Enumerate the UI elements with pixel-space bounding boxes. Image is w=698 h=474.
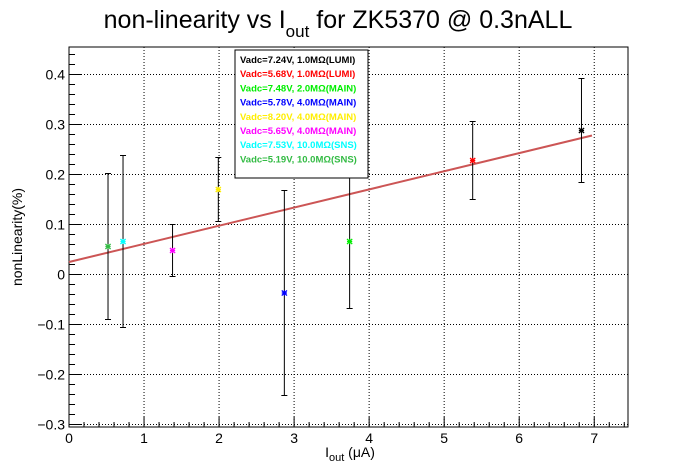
chart-title: non-linearity vs Iout for ZK5370 @ 0.3nA…: [104, 6, 573, 41]
y-tick-label: −0.3: [37, 417, 65, 433]
data-point: [119, 238, 127, 245]
point-marker-stroke: [469, 157, 476, 164]
legend-entry: Vadc=5.78V, 4.0MΩ(MAIN): [240, 98, 356, 109]
legend-entry: Vadc=7.53V, 10.0MΩ(SNS): [240, 140, 357, 151]
legend-entry: Vadc=7.48V, 2.0MΩ(MAIN): [240, 83, 356, 94]
y-tick-label: −0.1: [37, 317, 65, 333]
x-tick-label: 1: [140, 430, 148, 446]
y-axis-label: nonLinearity(%): [9, 188, 25, 286]
legend-entry: Vadc=8.20V, 4.0MΩ(MAIN): [240, 112, 356, 123]
y-tick-label: 0.2: [46, 167, 66, 183]
data-point: [578, 127, 585, 134]
y-tick-label: 0.3: [46, 117, 66, 133]
legend-entry: Vadc=7.24V, 1.0MΩ(LUMI): [240, 55, 355, 66]
y-tick-label: 0.4: [46, 67, 66, 83]
data-point: [215, 186, 222, 193]
point-marker-stroke: [215, 186, 222, 193]
x-tick-label: 7: [590, 430, 598, 446]
legend-entry: Vadc=5.68V, 1.0MΩ(LUMI): [240, 69, 355, 80]
point-marker-stroke: [169, 247, 176, 254]
fit-line: [68, 134, 593, 263]
legend-entry: Vadc=5.65V, 4.0MΩ(MAIN): [240, 126, 356, 137]
fit-line-layer: [68, 134, 593, 263]
data-point: [169, 247, 176, 254]
point-marker-stroke: [281, 289, 288, 297]
point-marker-stroke: [578, 127, 585, 134]
y-tick-label: −0.2: [37, 367, 65, 383]
x-axis-label: Iout (μA): [325, 444, 375, 464]
legend: Vadc=7.24V, 1.0MΩ(LUMI) Vadc=5.68V, 1.0MΩ…: [234, 49, 369, 179]
x-tick-label: 0: [65, 430, 73, 446]
data-point: [104, 243, 112, 250]
axes: 0 1 2 3 4 5 6 7 −0.3 −0.2 −0.1 0 0.1 0.2 0.3 0.4: [37, 54, 625, 446]
point-marker-stroke: [104, 243, 112, 250]
x-tick-label: 4: [365, 430, 373, 446]
x-tick-label: 5: [440, 430, 448, 446]
data-point: [469, 157, 476, 164]
data-point: [346, 238, 353, 245]
legend-box: [234, 49, 369, 179]
legend-entry: Vadc=5.19V, 10.0MΩ(SNS): [240, 154, 357, 165]
x-tick-label: 6: [515, 430, 523, 446]
plot-frame: [68, 46, 629, 428]
y-tick-label: 0: [57, 267, 65, 283]
x-tick-label: 2: [215, 430, 223, 446]
x-tick-label: 3: [290, 430, 298, 446]
legend-entries: Vadc=7.24V, 1.0MΩ(LUMI) Vadc=5.68V, 1.0MΩ…: [240, 55, 357, 165]
data-point: [281, 289, 288, 297]
data-points-layer: [104, 78, 585, 396]
point-marker-stroke: [346, 238, 353, 245]
y-tick-label: 0.1: [46, 217, 66, 233]
point-marker-stroke: [119, 238, 127, 245]
